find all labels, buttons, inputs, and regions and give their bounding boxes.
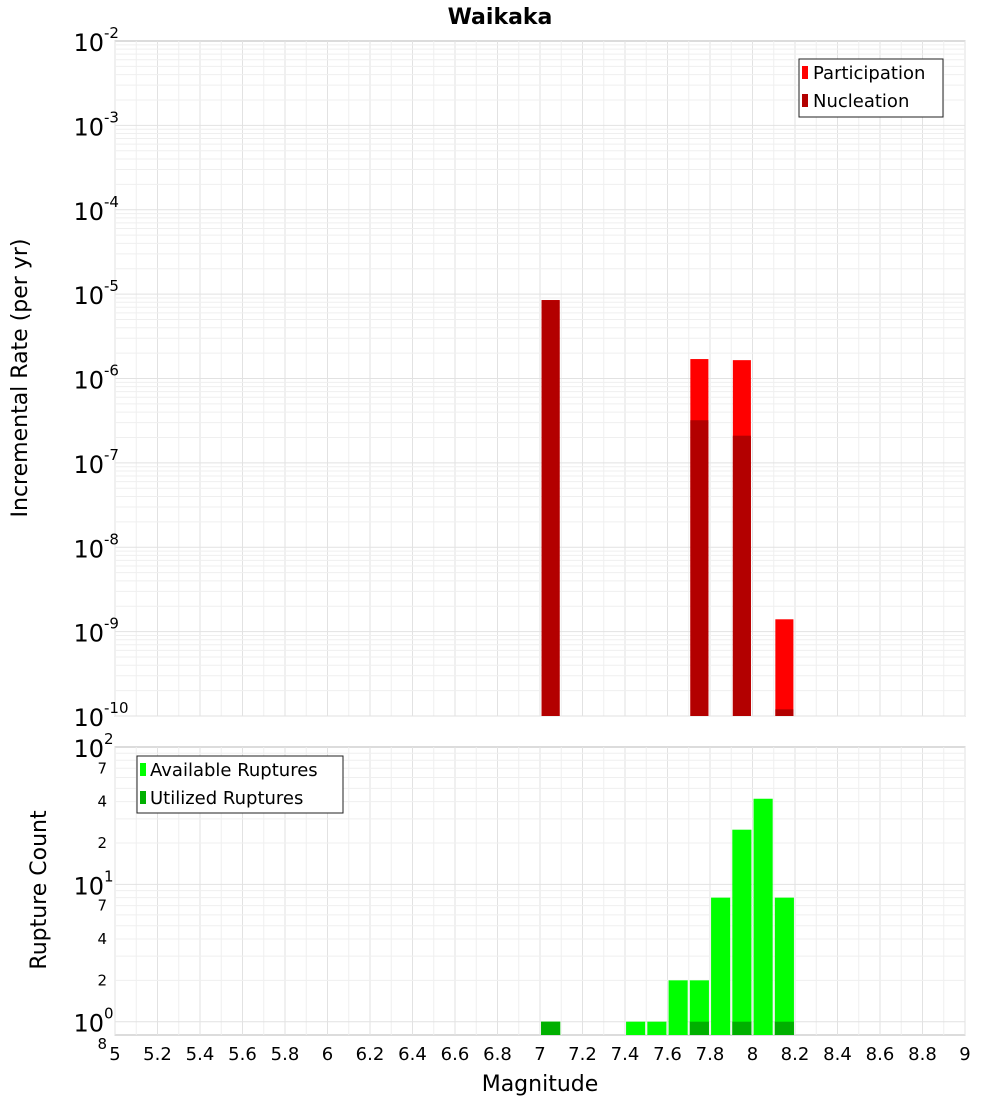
- utilized-ruptures-bar: [732, 1021, 752, 1035]
- x-tick-label: 6.2: [356, 1044, 385, 1065]
- bottom-y-minor-tick-label: 7: [97, 759, 107, 777]
- x-tick-label: 6.8: [483, 1044, 512, 1065]
- bottom-y-tick-label: 10: [73, 735, 104, 763]
- top-y-tick-exponent: -4: [104, 193, 119, 211]
- top-y-tick-exponent: -3: [104, 108, 119, 126]
- top-y-tick-label: 10: [73, 620, 104, 648]
- bottom-y-tick-exponent: 0: [104, 1005, 114, 1023]
- x-tick-label: 5.6: [228, 1044, 257, 1065]
- bottom-y-tick-exponent: 1: [104, 867, 114, 885]
- x-tick-label: 7.8: [696, 1044, 725, 1065]
- top-y-tick-exponent: -7: [104, 446, 119, 464]
- legend-label-participation: Participation: [813, 63, 925, 84]
- x-tick-label: 5.8: [271, 1044, 300, 1065]
- available-ruptures-bar: [732, 829, 752, 1035]
- top-y-tick-exponent: -10: [104, 699, 129, 717]
- bottom-y-minor-tick-label: 8: [97, 1035, 107, 1053]
- x-tick-label: 7.4: [611, 1044, 640, 1065]
- x-tick-label: 6.6: [441, 1044, 470, 1065]
- legend-label-utilized: Utilized Ruptures: [150, 788, 303, 809]
- chart-title: Waikaka: [448, 5, 553, 30]
- available-ruptures-bar: [774, 897, 794, 1035]
- bottom-y-minor-tick-label: 4: [97, 793, 107, 811]
- x-tick-label: 8.6: [866, 1044, 895, 1065]
- top-y-tick-exponent: -8: [104, 530, 119, 548]
- x-tick-label: 5.2: [143, 1044, 172, 1065]
- bottom-y-minor-tick-label: 2: [97, 971, 107, 989]
- top-y-tick-exponent: -5: [104, 277, 119, 295]
- legend-swatch-available: [140, 763, 146, 776]
- bottom-y-minor-tick-label: 2: [97, 834, 107, 852]
- x-ticks: 5 5.2 5.4 5.6 5.8 6 6.2 6.4 6.6 6.8 7 7.2 7.4 7.6 7.8 8…: [109, 1044, 970, 1065]
- top-y-tick-label: 10: [73, 704, 104, 732]
- utilized-ruptures-bar: [774, 1021, 794, 1035]
- legend-swatch-nucleation: [802, 94, 808, 107]
- bottom-bars: [541, 798, 794, 1035]
- top-y-tick-label: 10: [73, 451, 104, 479]
- bottom-y-minor-tick-label: 4: [97, 930, 107, 948]
- available-ruptures-bar: [753, 798, 773, 1035]
- available-ruptures-bar: [689, 980, 709, 1035]
- top-y-tick-exponent: -2: [104, 24, 119, 42]
- x-tick-label: 8.8: [908, 1044, 937, 1065]
- nucleation-bar: [775, 709, 794, 716]
- top-y-tick-exponent: -9: [104, 615, 119, 633]
- legend-label-nucleation: Nucleation: [813, 91, 909, 112]
- available-ruptures-bar: [668, 980, 688, 1035]
- top-bars: [541, 300, 794, 716]
- utilized-ruptures-bar: [689, 1021, 709, 1035]
- top-y-tick-label: 10: [73, 198, 104, 226]
- nucleation-bar: [690, 420, 709, 716]
- top-y-tick-label: 10: [73, 367, 104, 395]
- x-tick-label: 8.4: [823, 1044, 852, 1065]
- x-tick-label: 5.4: [186, 1044, 215, 1065]
- bottom-y-axis-label: Rupture Count: [27, 810, 52, 970]
- top-y-tick-exponent: -6: [104, 362, 119, 380]
- participation-bar: [775, 619, 794, 716]
- available-ruptures-bar: [647, 1021, 667, 1035]
- nucleation-bar: [541, 300, 560, 716]
- x-tick-label: 9: [959, 1044, 970, 1065]
- legend-label-available: Available Ruptures: [150, 760, 318, 781]
- bottom-y-minor-tick-label: 7: [97, 897, 107, 915]
- bottom-legend: Available Ruptures Utilized Ruptures: [136, 755, 344, 814]
- top-y-tick-label: 10: [73, 29, 104, 57]
- top-legend-box: [798, 58, 944, 118]
- bottom-y-tick-label: 10: [73, 1010, 104, 1038]
- top-y-tick-label: 10: [73, 535, 104, 563]
- top-grid: [114, 41, 966, 717]
- available-ruptures-bar: [626, 1021, 646, 1035]
- legend-swatch-participation: [802, 66, 808, 79]
- x-tick-label: 5: [109, 1044, 120, 1065]
- top-y-axis-label: Incremental Rate (per yr): [8, 239, 33, 518]
- x-tick-label: 7.2: [568, 1044, 597, 1065]
- bottom-y-tick-exponent: 2: [104, 730, 114, 748]
- top-y-tick-label: 10: [73, 282, 104, 310]
- utilized-ruptures-bar: [541, 1021, 561, 1035]
- x-tick-label: 8: [747, 1044, 758, 1065]
- x-tick-label: 8.2: [781, 1044, 810, 1065]
- x-tick-label: 7.6: [653, 1044, 682, 1065]
- legend-swatch-utilized: [140, 791, 146, 804]
- bottom-legend-box: [136, 755, 344, 814]
- x-tick-label: 6: [322, 1044, 333, 1065]
- top-y-tick-label: 10: [73, 113, 104, 141]
- top-legend: Participation Nucleation: [798, 58, 944, 118]
- x-axis-label: Magnitude: [482, 1072, 599, 1097]
- x-tick-label: 7: [534, 1044, 545, 1065]
- x-tick-label: 6.4: [398, 1044, 427, 1065]
- available-ruptures-bar: [711, 897, 731, 1035]
- nucleation-bar: [732, 435, 751, 716]
- bottom-y-tick-label: 10: [73, 872, 104, 900]
